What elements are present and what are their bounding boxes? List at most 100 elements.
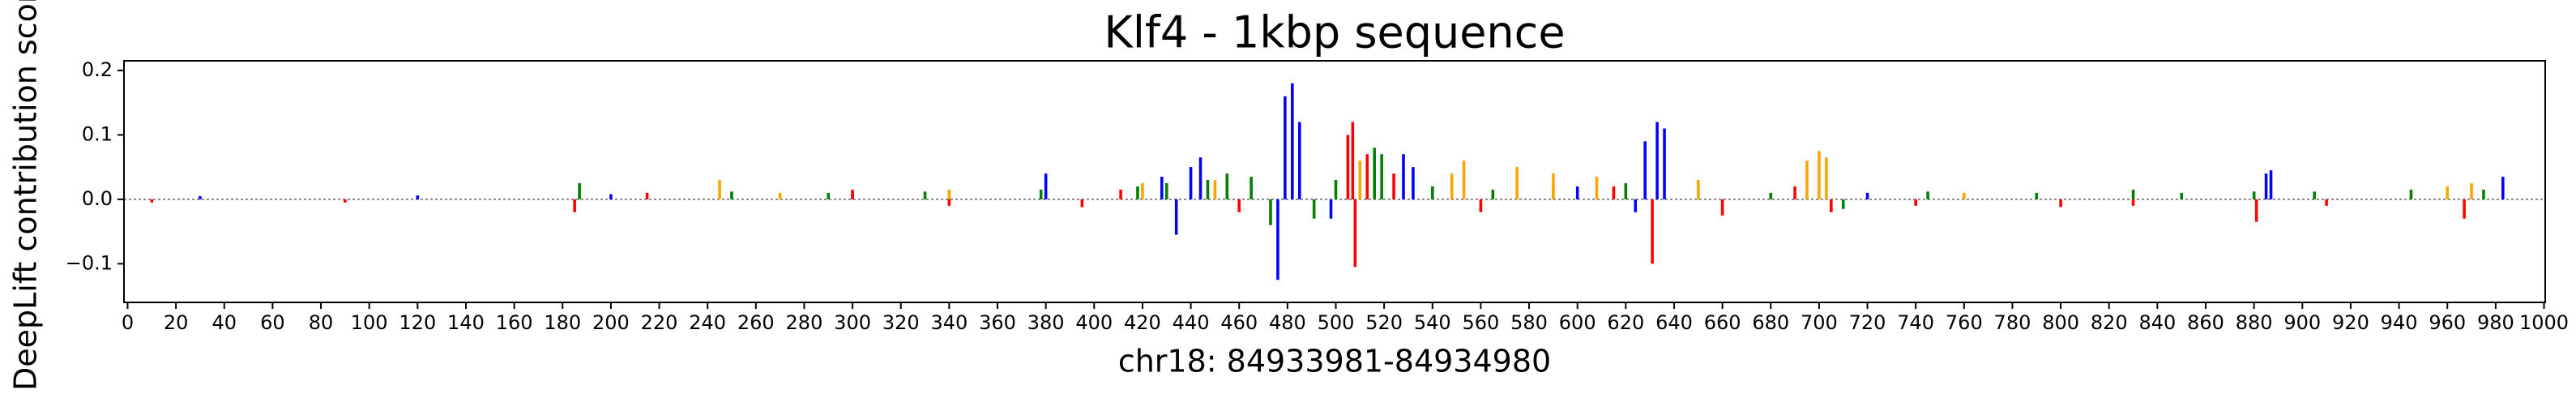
x-tick-label: 480: [1269, 311, 1306, 334]
x-tick-label: 600: [1559, 311, 1596, 334]
chart-title: Klf4 - 1kbp sequence: [1104, 7, 1565, 58]
contribution-bar: [1643, 141, 1647, 199]
contribution-bar: [1651, 199, 1654, 264]
contribution-bar: [1412, 167, 1415, 199]
x-tick-label: 500: [1318, 311, 1355, 334]
x-tick-label: 440: [1173, 311, 1210, 334]
axes-frame: [123, 60, 2546, 303]
contribution-bar: [609, 194, 613, 199]
contribution-bar: [1269, 199, 1272, 225]
contribution-bar: [1198, 157, 1203, 199]
contribution-bar: [1825, 157, 1828, 199]
contribution-bar: [2313, 191, 2317, 199]
x-tick-label: 140: [447, 311, 485, 334]
contribution-bar: [1160, 177, 1164, 199]
contribution-bar: [1865, 192, 1869, 199]
x-tick-label: 580: [1510, 311, 1548, 334]
x-axis-label: chr18: 84933981-84934980: [1118, 344, 1551, 379]
contribution-bar: [2131, 199, 2135, 206]
contribution-bar: [2482, 189, 2485, 199]
contribution-bar: [1119, 189, 1122, 199]
contribution-bar: [1353, 199, 1357, 268]
contribution-bar: [2470, 182, 2473, 199]
contribution-bar: [1595, 177, 1599, 199]
contribution-bar: [1136, 186, 1139, 199]
contribution-bar: [1818, 151, 1821, 199]
x-tick-label: 980: [2477, 311, 2514, 334]
contribution-bar: [947, 189, 951, 199]
contribution-bar: [730, 191, 733, 199]
contribution-bar: [778, 192, 782, 199]
x-tick-label: 560: [1463, 311, 1500, 334]
x-tick-label: 180: [544, 311, 581, 334]
contribution-bar: [199, 195, 202, 199]
x-tick-label: 120: [399, 311, 436, 334]
x-tick-label: 200: [592, 311, 630, 334]
contribution-bar: [947, 199, 951, 206]
contribution-bar: [1926, 191, 1929, 199]
x-tick-label: 780: [1994, 311, 2031, 334]
x-tick-label: 760: [1946, 311, 1983, 334]
x-tick-label: 300: [834, 311, 871, 334]
x-tick-label: 740: [1897, 311, 1934, 334]
contribution-bar: [1206, 180, 1210, 199]
x-tick-label: 920: [2332, 311, 2369, 334]
x-tick-label: 320: [882, 311, 920, 334]
contribution-bar: [1380, 154, 1383, 199]
x-tick-label: 260: [737, 311, 775, 334]
contribution-bar: [2463, 199, 2466, 219]
contribution-bar: [1402, 154, 1405, 199]
x-tick-label: 520: [1365, 311, 1403, 334]
contribution-bar: [2180, 192, 2183, 199]
contribution-bar: [1963, 192, 1966, 199]
contribution-bar: [1515, 167, 1519, 199]
contribution-bar: [1634, 199, 1638, 212]
contribution-bar: [1430, 186, 1434, 199]
contribution-bar: [1284, 96, 1287, 199]
x-tick-label: 680: [1752, 311, 1789, 334]
x-tick-label: 1000: [2519, 311, 2569, 334]
contribution-bar: [2501, 177, 2505, 199]
contribution-bar: [1462, 161, 1466, 199]
x-tick-label: 640: [1655, 311, 1693, 334]
x-tick-label: 660: [1704, 311, 1741, 334]
contribution-bar: [1697, 180, 1700, 199]
contribution-bar: [851, 189, 854, 199]
contribution-bar: [1491, 189, 1495, 199]
x-tick-label: 220: [641, 311, 678, 334]
contribution-bar: [1237, 199, 1241, 212]
contribution-bar: [923, 191, 927, 199]
x-tick-label: 40: [211, 311, 237, 334]
contribution-bar: [1392, 173, 1395, 199]
contribution-bar: [2446, 186, 2450, 199]
contribution-bar: [1291, 83, 1294, 199]
contribution-bar: [1276, 199, 1279, 281]
contribution-bar: [1365, 154, 1369, 199]
contribution-bar: [2264, 173, 2268, 199]
x-tick-label: 880: [2236, 311, 2273, 334]
x-tick-label: 240: [689, 311, 726, 334]
contribution-bar: [718, 180, 721, 199]
contribution-bar: [1663, 128, 1666, 199]
contribution-bar: [1624, 182, 1628, 199]
contribution-bar: [1164, 182, 1168, 199]
contribution-bar: [645, 192, 649, 199]
contribution-bar: [1174, 199, 1178, 235]
x-tick-label: 20: [164, 311, 189, 334]
contribution-bar: [2409, 189, 2413, 199]
x-tick-label: 280: [786, 311, 823, 334]
x-tick-label: 380: [1027, 311, 1065, 334]
x-tick-label: 0: [122, 311, 134, 334]
x-tick-label: 720: [1849, 311, 1886, 334]
x-tick-label: 860: [2187, 311, 2224, 334]
contribution-bar: [1044, 173, 1048, 199]
contribution-bar: [1039, 189, 1043, 199]
contribution-bar: [1312, 199, 1316, 219]
contribution-bar: [1080, 199, 1084, 208]
contribution-bar: [1250, 177, 1253, 199]
y-tick-label: 0.2: [82, 58, 113, 81]
contribution-bar: [416, 195, 420, 199]
contribution-bar: [1213, 180, 1217, 199]
x-tick-label: 400: [1075, 311, 1113, 334]
